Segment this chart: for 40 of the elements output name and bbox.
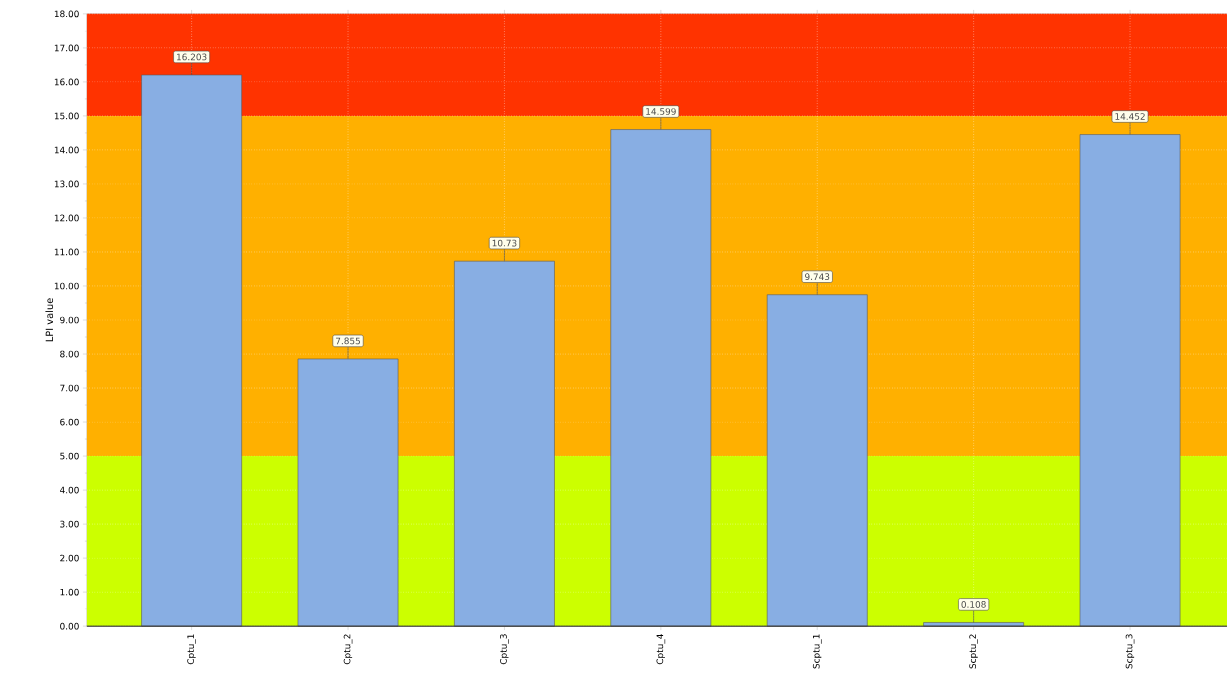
y-tick-label: 3.00 [60,520,79,528]
data-label: 14.599 [646,108,676,116]
x-tick-label: Cptu_1 [187,634,196,665]
data-label: 10.73 [492,239,517,247]
x-tick-label: Scptu_3 [1125,634,1135,669]
y-tick-label: 6.00 [60,418,79,426]
y-tick-label: 14.00 [54,146,79,154]
x-tick-label: Scptu_1 [812,634,822,669]
data-label: 16.203 [177,53,207,61]
bar [297,358,399,627]
y-tick-label: 18.00 [54,10,79,18]
data-label: 0.108 [961,601,986,608]
data-label: 14.452 [1115,113,1145,121]
y-axis-title: LPI value [45,298,54,342]
y-tick-label: 17.00 [54,44,79,52]
bar [766,294,868,627]
x-tick-label: Cptu_3 [500,634,509,665]
bar [141,74,242,627]
y-tick-label: 4.00 [60,486,79,494]
x-tick-label: Cptu_2 [343,634,353,665]
y-tick-label: 5.00 [60,452,79,460]
y-tick-label: 10.00 [54,282,79,290]
bar [454,261,555,627]
x-tick-label: Cptu_4 [656,634,666,665]
y-tick-label: 9.00 [60,316,79,324]
x-tick-label: Scptu_2 [969,634,978,669]
y-tick-label: 1.00 [60,588,79,596]
y-tick-label: 7.00 [60,384,79,392]
y-tick-label: 11.00 [54,248,79,256]
y-tick-label: 12.00 [54,214,79,222]
data-label: 7.855 [336,337,360,345]
y-tick-label: 15.00 [54,112,79,120]
y-tick-label: 2.00 [60,554,79,562]
bar [610,129,712,627]
y-tick-label: 16.00 [54,78,79,86]
y-tick-label: 13.00 [54,180,79,188]
bar [1079,134,1181,627]
data-label: 9.743 [805,273,830,281]
y-tick-label: 0.00 [60,622,79,630]
y-tick-label: 8.00 [60,350,79,358]
